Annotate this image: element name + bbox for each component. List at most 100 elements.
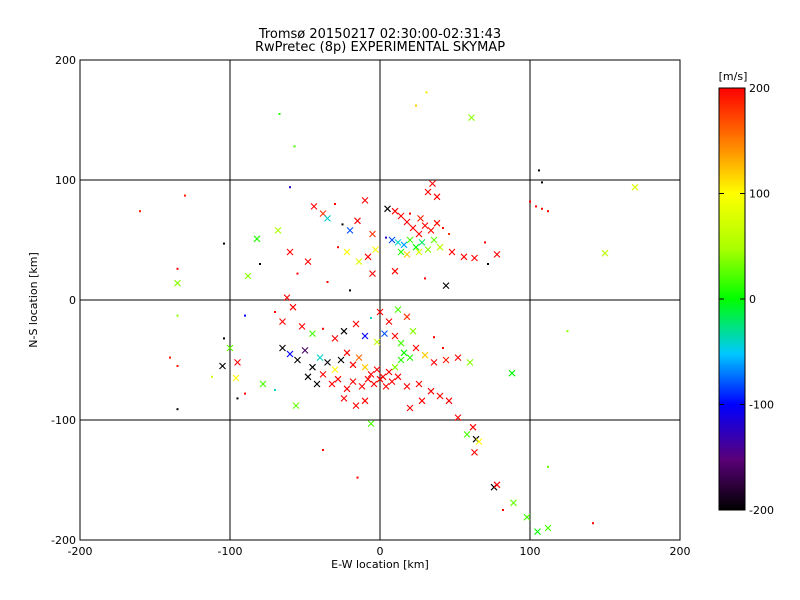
- data-point-cross: [424, 188, 432, 196]
- data-point-dot: [541, 181, 543, 184]
- data-point-cross: [286, 248, 294, 256]
- colorbar-tick-label: -200: [749, 504, 774, 517]
- data-point-dot: [322, 449, 324, 451]
- data-point-cross: [367, 420, 375, 427]
- data-point-cross: [430, 236, 438, 244]
- data-point-dot: [370, 317, 372, 319]
- data-point-cross: [283, 294, 291, 301]
- x-tick-label: 0: [377, 545, 384, 558]
- data-point-cross: [394, 373, 402, 381]
- data-point-cross: [352, 320, 360, 328]
- data-point-cross: [415, 230, 423, 238]
- data-point-cross: [433, 219, 441, 227]
- data-point-dot: [547, 465, 549, 468]
- data-point-cross: [376, 375, 384, 383]
- data-point-cross: [436, 392, 444, 400]
- data-point-dot: [223, 242, 225, 245]
- colorbar-tick-label: 200: [749, 82, 770, 95]
- data-point-cross: [409, 224, 417, 232]
- data-point-dot: [547, 210, 549, 213]
- data-point-cross: [354, 217, 361, 225]
- chart-subtitle: RwPretec (8p) EXPERIMENTAL SKYMAP: [255, 40, 505, 55]
- data-point-dot: [502, 509, 504, 511]
- data-point-cross: [364, 253, 372, 261]
- data-point-dot: [296, 272, 299, 275]
- data-point-cross: [324, 359, 331, 366]
- data-point-cross: [324, 215, 331, 222]
- data-point-cross: [469, 423, 477, 431]
- data-point-cross: [219, 362, 226, 370]
- data-point-cross: [508, 369, 516, 377]
- data-point-cross: [471, 449, 478, 456]
- data-point-dot: [176, 314, 179, 317]
- data-point-cross: [310, 203, 318, 210]
- data-point-cross: [412, 344, 420, 352]
- data-point-cross: [289, 303, 297, 311]
- colorbar-tick-label: -100: [749, 399, 774, 412]
- data-point-cross: [361, 332, 369, 340]
- y-tick-label: 200: [55, 54, 76, 67]
- data-point-cross: [493, 251, 501, 258]
- data-point-cross: [343, 349, 351, 357]
- data-point-dot: [541, 207, 543, 210]
- data-point-cross: [454, 414, 462, 421]
- data-point-cross: [301, 347, 309, 354]
- data-point-cross: [370, 380, 378, 388]
- data-point-cross: [397, 356, 405, 364]
- data-point-cross: [381, 330, 388, 337]
- data-point-dot: [176, 408, 179, 411]
- data-point-cross: [427, 387, 435, 395]
- data-point-cross: [174, 279, 181, 287]
- data-point-dot: [424, 277, 426, 280]
- data-point-cross: [421, 351, 429, 359]
- data-point-cross: [468, 114, 475, 121]
- data-point-cross: [343, 248, 351, 256]
- data-point-cross: [337, 356, 345, 364]
- data-point-cross: [406, 404, 414, 412]
- y-axis-label: N-S location [km]: [27, 252, 40, 348]
- data-point-dot: [484, 241, 486, 244]
- data-point-cross: [349, 361, 357, 369]
- data-point-cross: [601, 249, 609, 257]
- data-point-cross: [294, 356, 301, 364]
- colorbar-tick-label: 100: [749, 188, 770, 201]
- data-point-cross: [358, 383, 366, 390]
- data-point-cross: [417, 215, 424, 222]
- data-points: [139, 91, 639, 535]
- data-point-cross: [361, 397, 369, 405]
- data-point-dot: [433, 336, 435, 339]
- data-point-cross: [391, 267, 399, 275]
- data-point-cross: [361, 197, 369, 204]
- data-point-cross: [340, 327, 348, 335]
- x-tick-label: -100: [218, 545, 243, 558]
- data-point-cross: [442, 282, 450, 289]
- data-point-cross: [448, 248, 456, 256]
- data-point-cross: [421, 222, 429, 229]
- colorbar-tick-label: 0: [749, 293, 756, 306]
- data-point-cross: [415, 248, 423, 256]
- data-point-dot: [278, 113, 281, 115]
- data-point-cross: [340, 395, 348, 402]
- data-point-cross: [391, 363, 399, 371]
- data-point-cross: [253, 235, 261, 243]
- data-point-cross: [394, 306, 402, 313]
- x-axis-label: E-W location [km]: [331, 558, 429, 571]
- data-point-cross: [232, 374, 240, 382]
- data-point-cross: [385, 368, 393, 376]
- data-point-cross: [460, 253, 468, 261]
- data-point-cross: [466, 359, 474, 366]
- data-point-dot: [487, 263, 489, 265]
- data-point-dot: [535, 205, 537, 208]
- data-point-cross: [475, 438, 483, 445]
- data-point-dot: [448, 233, 450, 235]
- data-point-cross: [406, 354, 414, 361]
- data-point-cross: [391, 332, 399, 340]
- data-point-dot: [223, 337, 225, 340]
- data-point-cross: [493, 481, 501, 489]
- grid-lines: [80, 60, 680, 540]
- chart-title: Tromsø 20150217 02:30:00-02:31:43: [258, 27, 501, 42]
- data-point-cross: [331, 335, 339, 342]
- data-point-cross: [406, 236, 414, 244]
- data-point-cross: [391, 207, 399, 215]
- data-point-cross: [331, 366, 339, 373]
